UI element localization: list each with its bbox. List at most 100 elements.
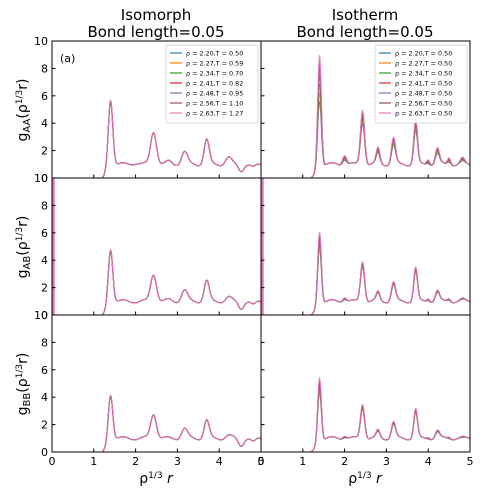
y-tick-label: 2	[41, 419, 48, 432]
legend-label: ρ = 2.41,T = 0.82	[186, 79, 243, 87]
y-tick-label: 10	[34, 172, 48, 185]
legend-box	[374, 44, 468, 124]
y-tick-label: 10	[34, 309, 48, 322]
y-tick-label: 0	[41, 172, 48, 185]
panel-r1-c0: 0 2 4 6 8 10	[34, 172, 262, 322]
y-tick-label: 6	[41, 227, 48, 240]
legend-label: ρ = 2.63,T = 0.50	[395, 109, 452, 117]
xlabel-right: ρ1/3 r	[348, 471, 383, 487]
series-line-0	[261, 245, 470, 315]
series-line-6	[261, 231, 470, 315]
x-tick-label: 1	[299, 455, 306, 468]
x-tick-label: 4	[425, 455, 432, 468]
x-tick-label: 5	[467, 455, 474, 468]
y-tick-label: 4	[41, 254, 48, 267]
x-tick-label: 3	[174, 455, 181, 468]
column-titles: Isomorph Bond length=0.05 Isotherm Bond …	[87, 6, 433, 41]
y-tick-label: 8	[41, 62, 48, 75]
legend-label: ρ = 2.56,T = 0.50	[395, 99, 452, 107]
series-line-3	[261, 382, 470, 452]
y-tick-label: 8	[41, 199, 48, 212]
y-tick-label: 6	[41, 364, 48, 377]
xlabel-left: ρ1/3 r	[139, 471, 174, 487]
y-tick-label: 0	[41, 309, 48, 322]
series-line-2	[261, 239, 470, 315]
origin-spike	[52, 178, 55, 315]
x-tick-label: 3	[383, 455, 390, 468]
col-title-isomorph-line2: Bond length=0.05	[87, 23, 224, 41]
series-line-1	[52, 249, 261, 315]
series-line-6	[261, 55, 470, 178]
row-ylabels: gAA(ρ1/3r) gAB(ρ1/3r) gBB(ρ1/3r)	[15, 79, 33, 416]
panel-r0-c0: 0 2 4 6 8 10 (a) ρ = 2.20,T = 0.50 ρ = 2.27,T = …	[34, 35, 262, 185]
column-xlabels: ρ1/3 r ρ1/3 r	[139, 471, 383, 487]
panel-curves	[52, 99, 261, 178]
series-line-1	[261, 242, 470, 315]
x-tick-label: 2	[341, 455, 348, 468]
panel-curves	[261, 55, 470, 178]
series-line-1	[261, 387, 470, 452]
legend-isotherm: ρ = 2.20,T = 0.50 ρ = 2.27,T = 0.50 ρ = 2.…	[374, 44, 468, 124]
series-line-3	[261, 237, 470, 315]
origin-spike	[261, 178, 264, 315]
legend-label: ρ = 2.20,T = 0.50	[395, 49, 452, 57]
series-line-4	[261, 380, 470, 452]
legend-label: ρ = 2.48,T = 0.50	[395, 89, 452, 97]
panel-curves	[261, 375, 470, 452]
panel-curves	[52, 178, 261, 315]
panel-r1-c1	[260, 177, 471, 316]
y-tick-label: 2	[41, 145, 48, 158]
legend-box	[165, 44, 259, 124]
ylabel-gBB: gBB(ρ1/3r)	[15, 353, 33, 416]
series-line-5	[261, 378, 470, 452]
series-line-2	[52, 249, 261, 315]
series-line-2	[261, 385, 470, 452]
x-tick-label: 1	[90, 455, 97, 468]
legend-isomorph: ρ = 2.20,T = 0.50 ρ = 2.27,T = 0.59 ρ = 2.…	[165, 44, 259, 124]
series-line-4	[261, 236, 470, 315]
panel-tag-a: (a)	[60, 52, 75, 65]
ylabel-gAB: gAB(ρ1/3r)	[15, 216, 33, 279]
x-tick-label: 0	[49, 455, 56, 468]
panel-curves	[52, 394, 261, 452]
series-line-5	[52, 249, 261, 315]
series-line-4	[52, 249, 261, 315]
col-title-isomorph-line1: Isomorph	[121, 6, 191, 24]
y-tick-label: 2	[41, 282, 48, 295]
series-line-6	[261, 375, 470, 452]
legend-label: ρ = 2.27,T = 0.59	[186, 59, 243, 67]
x-tick-label: 5	[258, 455, 265, 468]
y-tick-label: 4	[41, 391, 48, 404]
x-tick-label: 2	[132, 455, 139, 468]
col-title-isotherm-line2: Bond length=0.05	[296, 23, 433, 41]
series-line-3	[52, 249, 261, 315]
panel-frame	[260, 314, 471, 453]
series-line-0	[52, 249, 261, 315]
legend-label: ρ = 2.34,T = 0.70	[186, 69, 243, 77]
panel-frame	[51, 177, 262, 316]
ylabel-gAA: gAA(ρ1/3r)	[15, 79, 33, 142]
y-tick-label: 0	[41, 446, 48, 459]
y-tick-label: 4	[41, 117, 48, 130]
legend-label: ρ = 2.34,T = 0.50	[395, 69, 452, 77]
x-tick-label: 0	[258, 455, 265, 468]
panel-r2-c1: 0 1 2 3 4 5	[258, 314, 474, 468]
panel-frame	[260, 177, 471, 316]
panel-curves	[261, 178, 470, 315]
legend-label: ρ = 2.56,T = 1.10	[186, 99, 243, 107]
series-line-6	[52, 99, 261, 178]
x-tick-label: 4	[216, 455, 223, 468]
panel-r0-c1: ρ = 2.20,T = 0.50 ρ = 2.27,T = 0.50 ρ = 2.…	[260, 40, 471, 179]
col-title-isotherm-line1: Isotherm	[332, 6, 399, 24]
legend-label: ρ = 2.48,T = 0.95	[186, 89, 243, 97]
panel-frame	[51, 314, 262, 453]
legend-label: ρ = 2.27,T = 0.50	[395, 59, 452, 67]
legend-label: ρ = 2.41,T = 0.50	[395, 79, 452, 87]
legend-label: ρ = 2.20,T = 0.50	[186, 49, 243, 57]
y-tick-label: 8	[41, 336, 48, 349]
legend-label: ρ = 2.63,T = 1.27	[186, 109, 243, 117]
series-line-5	[261, 234, 470, 315]
